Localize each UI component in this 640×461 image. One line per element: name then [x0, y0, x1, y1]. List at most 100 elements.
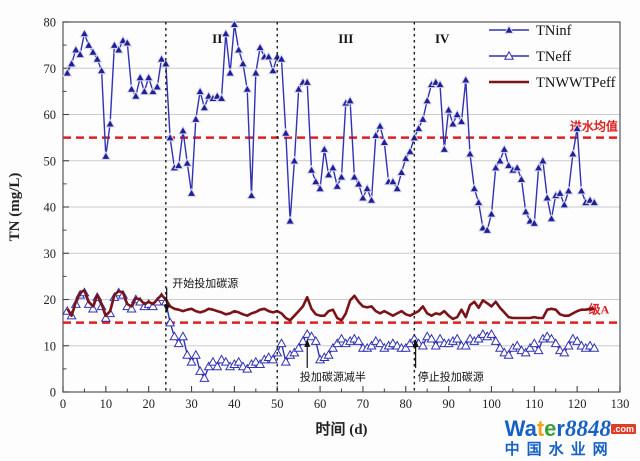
annotation-start-carbon: 开始投加碳源 — [163, 276, 238, 313]
legend-label-TNinf: TNinf — [536, 23, 572, 39]
watermark-brand: Water8848 .com — [505, 417, 636, 441]
data-point-marker — [255, 42, 266, 52]
data-point-marker — [323, 169, 334, 179]
data-point-marker — [225, 67, 236, 77]
y-axis-title: TN (mg/L) — [7, 173, 23, 242]
data-point-marker — [366, 340, 377, 350]
data-point-marker — [503, 349, 514, 359]
watermark-site-name: 中国水业网 — [504, 441, 615, 459]
data-point-marker — [165, 317, 176, 327]
annotation-arrow-head — [163, 304, 170, 313]
data-point-marker — [524, 342, 536, 352]
phase-label-IV: IV — [435, 31, 450, 46]
data-point-marker — [379, 137, 390, 146]
data-point-marker — [62, 67, 73, 77]
annotation-arrow-head — [412, 338, 419, 347]
x-tick-label: 10 — [100, 397, 113, 411]
data-point-marker — [203, 361, 214, 371]
x-tick-label: 50 — [271, 397, 284, 411]
x-tick-label: 130 — [611, 397, 630, 411]
data-point-marker — [554, 187, 566, 197]
data-point-marker — [434, 79, 446, 89]
data-point-marker — [362, 183, 373, 193]
annotation-arrow-head — [304, 338, 311, 347]
data-point-marker — [173, 160, 184, 170]
data-point-marker — [404, 146, 416, 156]
data-point-marker — [113, 44, 124, 54]
data-point-marker — [220, 356, 231, 366]
watermark-letter: W — [504, 416, 525, 442]
data-point-marker — [293, 83, 304, 93]
data-point-marker — [139, 86, 150, 96]
data-point-marker — [276, 338, 287, 348]
data-point-marker — [66, 58, 77, 68]
data-point-marker — [546, 333, 557, 343]
data-point-marker — [417, 113, 428, 123]
data-point-marker — [327, 342, 338, 352]
data-point-marker — [267, 65, 279, 75]
data-point-marker — [190, 349, 201, 359]
data-point-marker — [293, 342, 304, 352]
data-point-marker — [486, 328, 497, 338]
data-point-marker — [147, 301, 159, 311]
data-point-marker — [327, 162, 338, 172]
data-point-marker — [147, 86, 159, 96]
annotation-text-stop-carbon: 停止投加碳源 — [418, 369, 484, 383]
data-point-marker — [452, 333, 463, 343]
data-point-marker — [195, 86, 206, 96]
watermark-brand-tld: .com — [610, 424, 636, 435]
data-point-marker — [563, 185, 574, 195]
data-point-marker — [576, 185, 587, 195]
data-point-marker — [267, 354, 279, 364]
annotation-text-half-carbon: 投加碳源减半 — [300, 369, 366, 383]
data-point-marker — [589, 342, 600, 352]
data-point-marker — [96, 65, 107, 75]
data-point-marker — [349, 171, 360, 181]
data-point-marker — [233, 356, 244, 366]
data-point-marker — [353, 335, 364, 345]
data-point-marker — [490, 162, 501, 172]
data-point-marker — [177, 125, 189, 135]
data-point-marker — [165, 132, 176, 142]
data-point-marker — [122, 37, 133, 47]
data-point-marker — [396, 167, 407, 177]
y-tick-label: 60 — [44, 108, 57, 122]
phase-label-III: III — [338, 31, 353, 46]
data-point-marker — [70, 44, 81, 54]
reference-label-grade-A: 级A — [589, 302, 610, 317]
data-point-marker — [156, 53, 167, 63]
x-tick-label: 90 — [442, 397, 455, 411]
watermark-letter: a — [524, 416, 537, 442]
data-point-marker — [302, 76, 313, 86]
data-point-marker — [589, 197, 600, 207]
legend-label-TNWWTPeff: TNWWTPeff — [536, 75, 616, 91]
data-point-marker — [233, 44, 244, 54]
data-point-marker — [529, 217, 540, 227]
data-point-marker — [546, 213, 557, 223]
data-point-marker — [152, 81, 163, 91]
data-point-marker — [280, 356, 291, 366]
data-point-marker — [207, 356, 219, 366]
x-tick-label: 30 — [185, 397, 198, 411]
data-point-marker — [250, 67, 261, 77]
axis-ticks: 0 10 20 30 40 50 60 70 80 90 100 110 120 130 0 10 20 30 40… — [44, 16, 630, 412]
data-point-marker — [443, 104, 454, 114]
data-point-marker — [126, 83, 137, 93]
data-point-marker — [100, 150, 111, 160]
data-point-marker — [494, 342, 506, 352]
data-point-marker — [482, 224, 493, 234]
data-point-marker — [439, 143, 450, 153]
data-point-marker — [464, 148, 476, 158]
data-point-marker — [430, 340, 441, 350]
data-point-marker — [130, 90, 141, 100]
data-point-marker — [246, 190, 257, 200]
data-point-marker — [319, 143, 330, 153]
data-point-marker — [529, 338, 540, 348]
data-point-marker — [190, 113, 201, 123]
data-point-marker — [494, 155, 506, 165]
data-point-marker — [306, 164, 317, 174]
series-TNinf — [62, 19, 600, 234]
watermark-letter: r — [556, 416, 565, 442]
data-point-marker — [310, 176, 321, 186]
data-point-marker — [242, 83, 253, 93]
